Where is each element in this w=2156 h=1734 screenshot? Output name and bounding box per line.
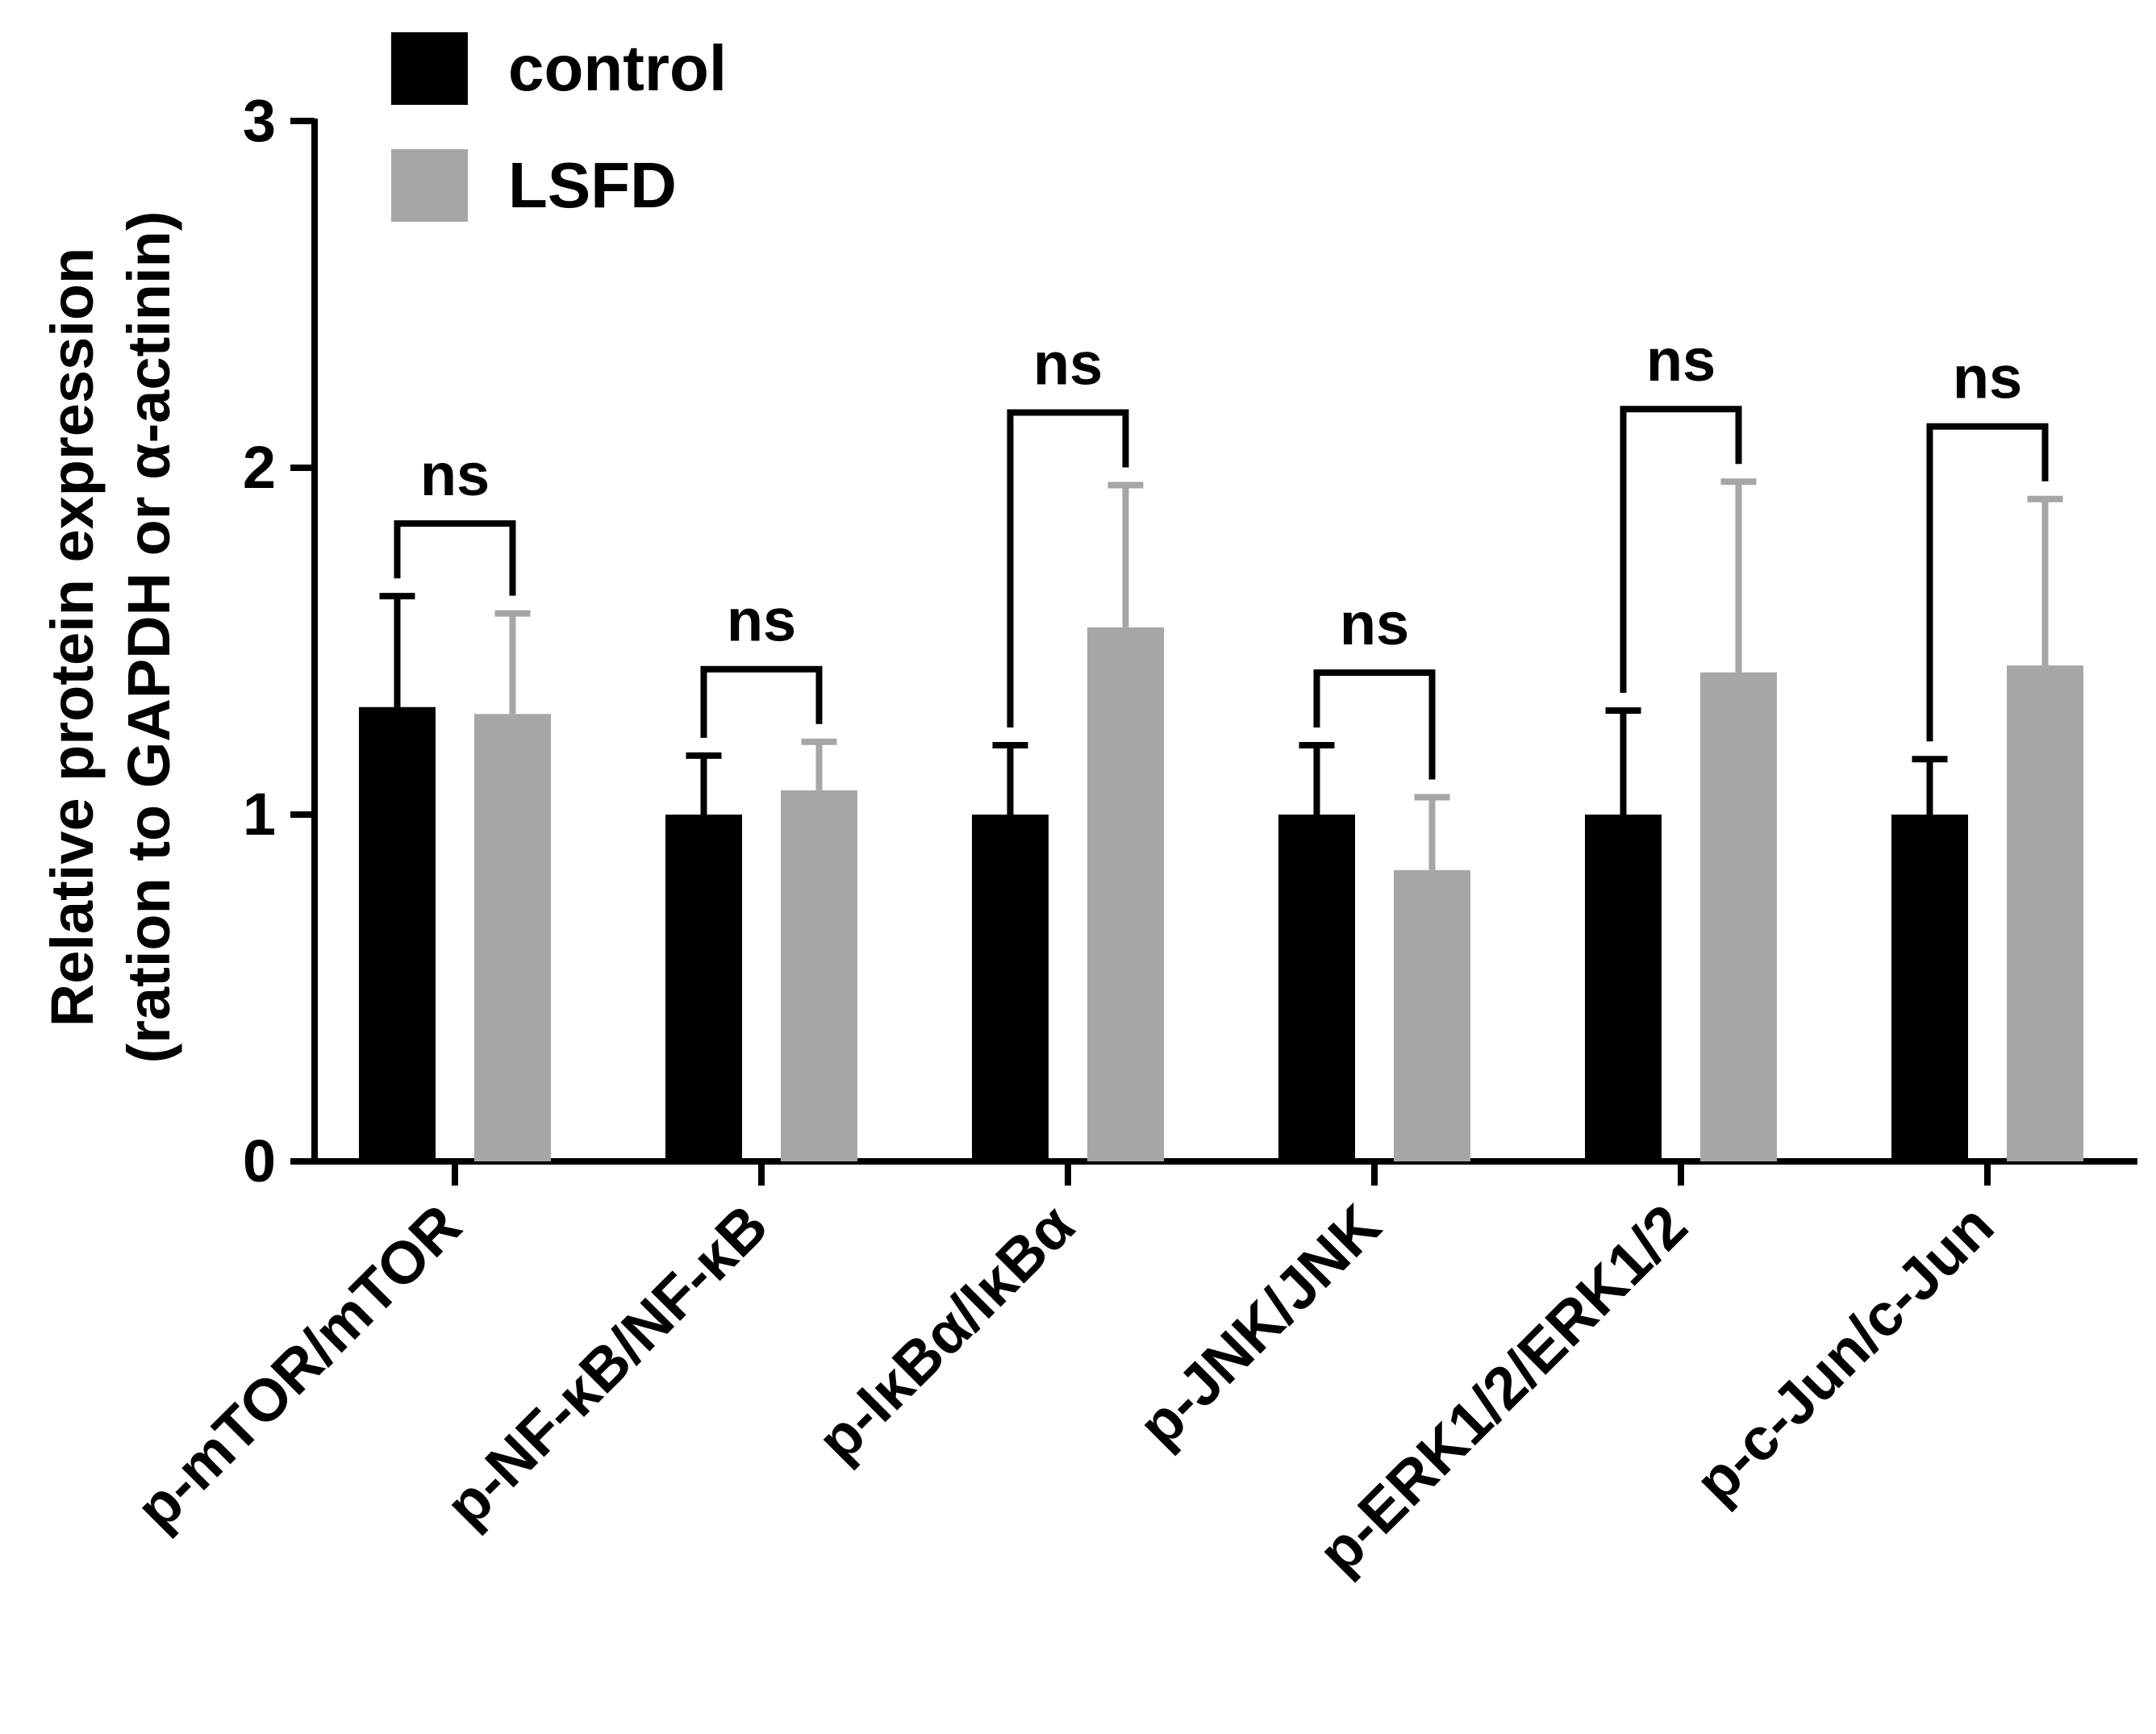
significance-label: ns	[420, 441, 490, 508]
x-tick-label: p-mTOR/mTOR	[123, 1192, 474, 1543]
bar-lsfd-2	[781, 790, 857, 1161]
y-tick-label: 0	[243, 1128, 276, 1194]
legend-label: LSFD	[508, 149, 677, 221]
x-tick-label: p-JNK/JNK	[1125, 1192, 1393, 1460]
bar-control-6	[1891, 815, 1968, 1161]
y-tick-label: 1	[243, 781, 276, 848]
bar-control-3	[972, 815, 1049, 1161]
significance-label: ns	[727, 587, 796, 654]
bar-control-1	[359, 707, 436, 1161]
bar-lsfd-5	[1700, 672, 1777, 1161]
significance-bracket	[700, 665, 823, 738]
significance-bracket	[1313, 669, 1436, 780]
y-tick-label: 2	[243, 434, 276, 501]
x-tick-label: p-c-Jun/c-Jun	[1683, 1192, 2007, 1516]
legend-swatch-lsfd	[391, 149, 468, 222]
bar-control-5	[1585, 815, 1662, 1161]
x-tick-label: p-NF-κB/NF-κB	[432, 1192, 780, 1540]
significance-label: ns	[1646, 327, 1716, 394]
plot-area: 0 1 2 3 Relative protein expression (ration t…	[39, 32, 2137, 1586]
significance-label: ns	[1033, 331, 1103, 398]
y-axis-label: Relative protein expression	[39, 248, 106, 1027]
x-tick-label: p-IκBα/IκBα	[804, 1192, 1086, 1474]
significance-label: ns	[1953, 344, 2022, 411]
significance-label: ns	[1340, 590, 1409, 657]
significance-bracket	[1620, 406, 1742, 693]
significance-bracket	[1007, 409, 1129, 727]
bar-lsfd-1	[474, 714, 551, 1161]
y-tick-label: 3	[243, 87, 276, 154]
significance-bracket	[1926, 423, 2049, 742]
bar-lsfd-6	[2007, 665, 2083, 1161]
significance-bracket	[394, 520, 516, 596]
legend-swatch-control	[391, 32, 468, 105]
bar-control-2	[665, 815, 742, 1161]
legend-label: control	[508, 32, 727, 104]
bar-lsfd-4	[1394, 869, 1470, 1161]
bar-control-4	[1278, 815, 1355, 1161]
y-axis-label: (ration to GAPDH or α-actinin)	[115, 211, 182, 1064]
bar-lsfd-3	[1087, 627, 1164, 1161]
